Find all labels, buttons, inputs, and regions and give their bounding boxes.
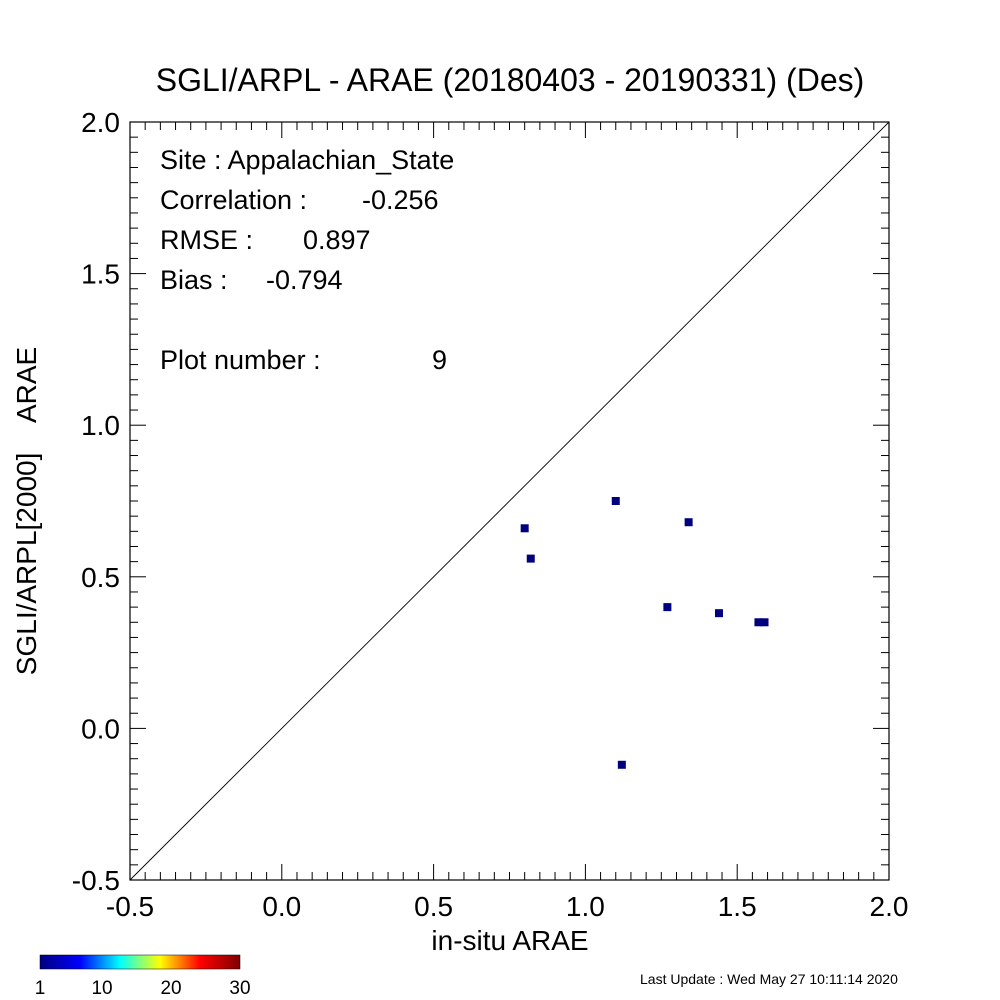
- colorbar-gradient: [39, 954, 241, 970]
- y-tick-label: 2.0: [81, 107, 120, 138]
- one-to-one-line: [129, 121, 890, 881]
- data-point: [663, 603, 672, 612]
- rmse-label: RMSE :: [160, 225, 253, 255]
- x-tick-label: 1.5: [718, 891, 757, 922]
- plot-number-label: Plot number :: [160, 345, 321, 375]
- data-point: [617, 760, 626, 769]
- colorbar-tick-label: 1: [35, 978, 46, 999]
- colorbar: 1 10 20 30: [35, 954, 251, 999]
- x-tick-label: -0.5: [106, 891, 154, 922]
- y-tick-label: -0.5: [72, 865, 120, 896]
- x-axis-label: in-situ ARAE: [431, 925, 588, 956]
- correlation-value: -0.256: [362, 185, 439, 215]
- data-point: [526, 554, 535, 563]
- y-tick-labels: -0.5 0.0 0.5 1.0 1.5 2.0: [72, 107, 120, 896]
- data-points: [520, 497, 769, 769]
- plot-number-value: 9: [432, 345, 447, 375]
- x-tick-label: 0.5: [414, 891, 453, 922]
- correlation-label: Correlation :: [160, 185, 307, 215]
- colorbar-labels: 1 10 20 30: [35, 978, 251, 999]
- rmse-value: 0.897: [303, 225, 371, 255]
- colorbar-tick-label: 10: [91, 978, 112, 999]
- data-point: [520, 524, 529, 533]
- data-point: [760, 618, 769, 627]
- data-point: [754, 618, 763, 627]
- y-tick-label: 0.5: [81, 562, 120, 593]
- colorbar-tick-label: 30: [229, 978, 250, 999]
- chart-title: SGLI/ARPL - ARAE (20180403 - 20190331) (…: [156, 62, 865, 98]
- x-tick-labels: -0.5 0.0 0.5 1.0 1.5 2.0: [106, 891, 909, 922]
- site-text: Site : Appalachian_State: [160, 145, 454, 175]
- stats-box: Site : Appalachian_State Correlation : -…: [160, 145, 454, 375]
- data-point: [611, 497, 620, 505]
- y-tick-label: 1.0: [81, 410, 120, 441]
- colorbar-tick-label: 20: [160, 978, 181, 999]
- y-axis-label: SGLI/ARPL[2000] ARAE: [11, 347, 42, 675]
- bias-label: Bias :: [160, 265, 228, 295]
- y-tick-label: 0.0: [81, 713, 120, 744]
- data-point: [714, 609, 723, 618]
- x-tick-label: 0.0: [262, 891, 301, 922]
- bias-value: -0.794: [266, 265, 343, 295]
- x-tick-label: 2.0: [870, 891, 909, 922]
- axis-ticks: [129, 121, 890, 881]
- x-tick-label: 1.0: [566, 891, 605, 922]
- data-point: [684, 518, 693, 527]
- last-update-text: Last Update : Wed May 27 10:11:14 2020: [640, 971, 898, 987]
- y-tick-label: 1.5: [81, 259, 120, 290]
